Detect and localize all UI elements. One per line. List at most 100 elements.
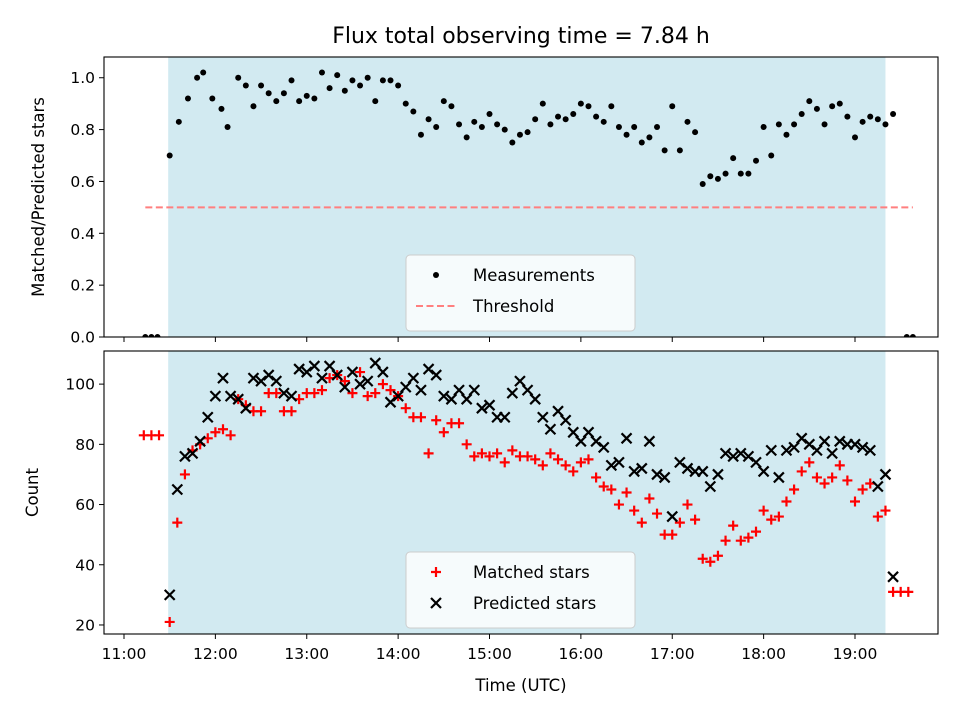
matched-stars-point — [522, 451, 533, 462]
measurements-point — [669, 103, 676, 110]
measurements-point — [631, 124, 638, 130]
measurements-point — [440, 98, 447, 105]
y-tick-label: 100 — [65, 376, 95, 394]
measurements-point — [684, 118, 691, 125]
y-tick-label: 0.8 — [70, 121, 95, 139]
matched-stars-point — [606, 484, 617, 495]
panel-ratio: 0.0 0.2 0.4 0.6 0.8 1.0 Measurements Threshold — [70, 56, 939, 347]
x-tick-label: 17:00 — [650, 645, 695, 663]
predicted-stars-point — [605, 459, 618, 472]
measurements-point — [516, 131, 523, 138]
predicted-stars-point — [879, 468, 892, 481]
y-tick-label: 20 — [75, 616, 95, 634]
matched-stars-point — [492, 448, 503, 459]
predicted-stars-point — [818, 435, 831, 448]
matched-stars-point — [484, 451, 495, 462]
measurements-point — [608, 103, 615, 110]
matched-stars-point — [743, 532, 754, 543]
predicted-stars-point — [597, 441, 610, 454]
measurements-point — [349, 77, 356, 84]
predicted-stars-point — [438, 390, 450, 402]
measurements-point — [265, 90, 272, 97]
matched-stars-point — [811, 472, 822, 483]
measurements-point — [714, 175, 721, 182]
predicted-stars-point — [735, 447, 747, 460]
matched-stars-point — [316, 385, 327, 396]
matched-stars-point — [575, 457, 586, 468]
measurements-point — [341, 87, 348, 94]
predicted-stars-point — [316, 372, 328, 384]
matched-stars-point — [819, 478, 830, 489]
measurements-point — [218, 105, 225, 112]
predicted-stars-point — [757, 465, 770, 478]
measurements-point — [585, 103, 592, 110]
predicted-stars-point — [476, 402, 488, 414]
measurements-point — [417, 131, 424, 138]
matched-stars-point — [476, 448, 487, 459]
predicted-stars-point — [339, 381, 351, 393]
measurements-point — [209, 95, 216, 102]
predicted-stars-point — [255, 375, 267, 387]
matched-stars-point — [454, 418, 465, 429]
measurements-point — [334, 72, 341, 79]
legend-label: Measurements — [473, 266, 595, 285]
measurements-point — [570, 111, 577, 118]
y-tick-label: 0.4 — [70, 225, 95, 243]
matched-stars-point — [355, 367, 366, 378]
measurements-point — [318, 69, 325, 76]
matched-stars-point — [385, 385, 396, 396]
matched-stars-point — [712, 550, 723, 561]
predicted-stars-point — [384, 396, 397, 408]
predicted-stars-point — [795, 432, 808, 445]
matched-stars-point — [621, 487, 632, 498]
matched-stars-point — [400, 403, 411, 414]
matched-stars-point — [568, 466, 579, 477]
matched-stars-point — [667, 529, 678, 540]
measurements-point — [730, 155, 737, 162]
matched-stars-point — [271, 388, 282, 399]
matched-stars-point — [690, 514, 701, 525]
measurements-point — [280, 90, 287, 97]
matched-stars-point — [560, 460, 571, 471]
predicted-stars-point — [643, 435, 656, 448]
predicted-stars-point — [331, 369, 343, 381]
predicted-stars-point — [247, 372, 260, 384]
predicted-stars-point — [872, 480, 884, 493]
measurements-point — [836, 100, 843, 107]
matched-stars-point — [461, 439, 472, 450]
legend: Measurements Threshold — [405, 254, 636, 332]
matched-stars-point — [697, 553, 708, 564]
x-tick-label: 15:00 — [467, 645, 512, 663]
measurements-point — [753, 157, 760, 164]
matched-stars-point — [857, 484, 868, 495]
measurements-point — [379, 77, 386, 84]
predicted-stars-point — [209, 390, 222, 402]
matched-stars-point — [499, 457, 510, 468]
predicted-stars-point — [468, 384, 481, 396]
predicted-stars-point — [628, 465, 640, 478]
matched-stars-point — [629, 505, 640, 516]
matched-stars-point — [880, 505, 891, 516]
predicted-stars-point — [422, 363, 435, 375]
predicted-stars-point — [346, 366, 359, 378]
measurements-point — [410, 108, 417, 115]
predicted-stars-point — [163, 589, 176, 601]
matched-stars-point — [347, 388, 358, 399]
x-tick-label: 16:00 — [559, 645, 604, 663]
measurements-point — [184, 95, 191, 102]
matched-stars-point — [674, 517, 685, 528]
predicted-stars-point — [171, 483, 184, 496]
matched-stars-point — [210, 427, 221, 438]
matched-stars-point — [591, 472, 602, 483]
measurements-point — [623, 131, 630, 138]
predicted-stars-point — [300, 366, 313, 378]
top-y-axis-label: Matched/Predicted stars — [29, 97, 48, 297]
predicted-stars-point — [186, 447, 199, 460]
matched-stars-point — [583, 454, 594, 465]
x-tick-label: 18:00 — [741, 645, 786, 663]
measurements-point — [387, 77, 394, 84]
measurements-point — [903, 334, 910, 337]
matched-stars-point — [530, 454, 541, 465]
measurements-point — [326, 85, 333, 92]
